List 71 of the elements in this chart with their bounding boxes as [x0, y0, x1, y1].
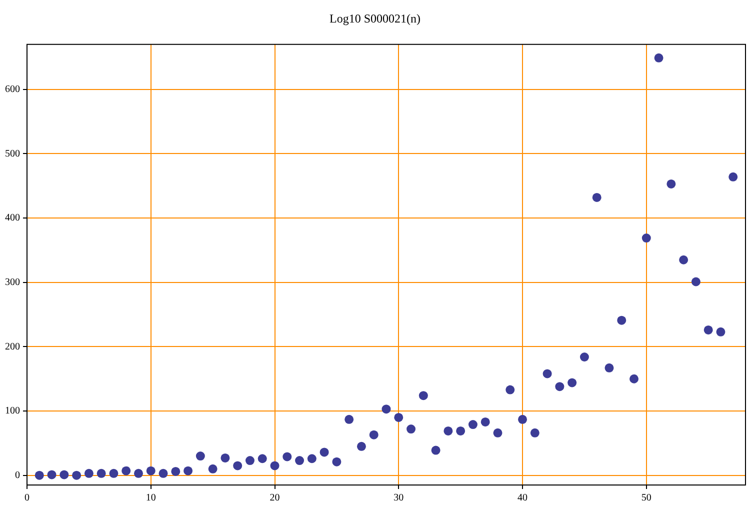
point	[84, 468, 94, 478]
y-tick-label: 500	[5, 148, 20, 160]
point	[134, 468, 143, 478]
point	[480, 417, 490, 426]
point	[530, 428, 540, 438]
x-tick-label: 40	[518, 492, 528, 504]
point	[418, 391, 428, 400]
point	[691, 277, 700, 286]
y-tick-label: 0	[15, 470, 20, 481]
point	[654, 53, 664, 62]
point	[307, 454, 316, 464]
point	[369, 430, 378, 440]
point	[122, 466, 131, 476]
y-tick-label: 100	[5, 406, 20, 417]
point	[468, 420, 478, 430]
point	[109, 468, 118, 478]
point	[592, 192, 602, 202]
point	[282, 452, 292, 462]
point	[344, 414, 354, 424]
point	[158, 468, 168, 478]
point	[716, 327, 726, 336]
point	[72, 470, 82, 480]
point	[679, 255, 688, 264]
point	[356, 442, 366, 451]
x-tick-label: 0	[24, 492, 30, 504]
y-tick-label: 600	[5, 84, 20, 96]
point	[184, 466, 193, 476]
point	[233, 461, 242, 470]
y-tick-label: 400	[5, 212, 20, 224]
point	[617, 316, 626, 325]
x-tick-label: 20	[270, 492, 280, 504]
point	[630, 374, 639, 384]
x-tick-label: 10	[146, 492, 156, 504]
point	[208, 464, 218, 474]
point	[146, 466, 156, 476]
point	[382, 404, 391, 414]
point	[332, 457, 342, 466]
point	[171, 466, 180, 476]
point	[196, 452, 205, 461]
point	[60, 470, 69, 480]
point	[320, 448, 329, 457]
point	[666, 179, 676, 188]
point	[518, 414, 528, 424]
point	[456, 426, 466, 436]
point	[604, 363, 614, 372]
point	[542, 369, 552, 378]
point	[555, 382, 564, 392]
point	[34, 470, 44, 480]
point	[406, 424, 416, 434]
point	[493, 428, 502, 438]
point	[580, 352, 589, 362]
point	[96, 468, 106, 478]
point	[258, 454, 267, 464]
point	[431, 446, 440, 455]
point	[568, 378, 577, 388]
chart-title: Log10 S000021(n)	[330, 11, 420, 26]
point	[704, 325, 713, 334]
point	[506, 385, 515, 394]
x-tick-label: 50	[641, 492, 652, 504]
point	[394, 412, 404, 422]
point	[245, 456, 254, 466]
point	[47, 470, 56, 480]
point	[220, 453, 230, 462]
y-tick-label: 200	[5, 341, 20, 352]
y-tick-label: 300	[5, 277, 20, 288]
point	[642, 234, 651, 243]
point	[728, 172, 738, 182]
x-tick-label: 30	[394, 492, 404, 504]
point	[295, 456, 304, 466]
point	[444, 426, 453, 436]
point	[270, 461, 280, 470]
